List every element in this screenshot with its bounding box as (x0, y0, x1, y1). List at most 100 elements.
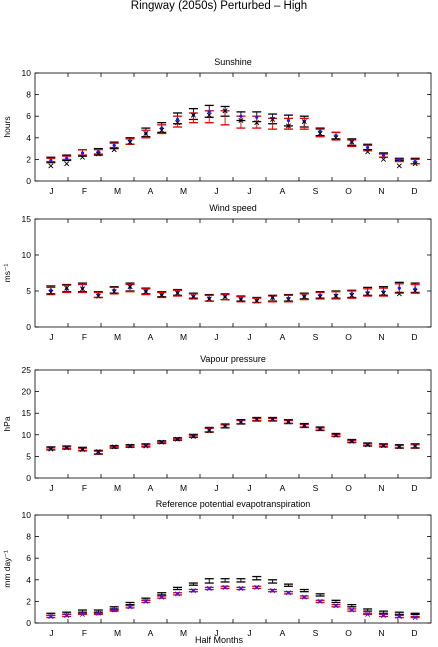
y-tick-label: 8 (26, 90, 31, 100)
y-tick-label: 5 (26, 286, 31, 296)
x-tick-label: N (378, 186, 384, 196)
data-cross (175, 120, 181, 126)
chart-panel-2: Wind speed ms⁻¹ 0 5 10 15 J F M A M J J A S O N D (2, 203, 432, 342)
data-point (286, 118, 291, 123)
data-point (65, 287, 69, 291)
x-tick-label: N (378, 332, 384, 342)
series-red-errorbar (46, 585, 420, 619)
data-cross (48, 614, 54, 620)
plot-frame (34, 72, 432, 182)
data-cross (64, 161, 70, 167)
data-cross (190, 588, 196, 594)
data-cross (95, 293, 101, 299)
x-tick-label: O (345, 483, 352, 493)
y-tick-label: 10 (22, 510, 32, 520)
x-tick-label: J (214, 332, 218, 342)
data-point (175, 290, 180, 295)
y-tick-label: 6 (26, 111, 31, 121)
data-cross (206, 427, 212, 433)
series-black-errorbar (46, 104, 420, 165)
x-axis-label: Half Months (195, 635, 244, 645)
data-cross (111, 444, 117, 450)
data-cross (349, 438, 355, 444)
data-cross (127, 139, 133, 145)
data-cross (317, 598, 323, 604)
y-axis-label: ms⁻¹ (2, 264, 12, 283)
data-cross (222, 584, 228, 590)
x-tick-label: J (49, 483, 53, 493)
series-blue-point (49, 285, 417, 302)
data-cross (333, 603, 339, 609)
data-cross (206, 112, 212, 118)
panel-title: Wind speed (209, 203, 257, 213)
y-tick-label: 2 (26, 596, 31, 606)
data-cross (380, 612, 386, 618)
data-point (112, 143, 116, 147)
y-tick-label: 2 (26, 154, 31, 164)
data-cross (396, 163, 402, 169)
x-tick-label: J (49, 628, 53, 638)
data-cross (317, 426, 323, 432)
data-point (302, 294, 306, 298)
series-red-errorbar (46, 110, 420, 165)
plot-frame (34, 369, 432, 479)
data-cross (95, 610, 101, 616)
data-point (49, 158, 53, 163)
data-point (144, 289, 148, 293)
data-cross (80, 286, 86, 292)
x-tick-label: O (345, 332, 352, 342)
data-cross (380, 156, 386, 162)
data-cross (270, 588, 276, 594)
data-cross (48, 446, 54, 452)
data-cross (349, 607, 355, 613)
data-cross (285, 419, 291, 425)
data-cross (254, 584, 260, 590)
y-tick-label: 4 (26, 575, 31, 585)
data-cross (190, 294, 196, 300)
x-tick-label: S (313, 628, 319, 638)
x-tick-label: D (411, 628, 417, 638)
y-tick-label: 15 (22, 408, 32, 418)
data-cross (222, 108, 228, 114)
x-tick-label: A (280, 186, 286, 196)
x-tick-label: M (180, 186, 187, 196)
data-cross (365, 149, 371, 155)
x-tick-label: A (280, 332, 286, 342)
data-cross (143, 443, 149, 449)
series-black-errorbar (46, 416, 420, 455)
y-tick-label: 15 (22, 214, 32, 224)
data-point (65, 156, 69, 160)
data-cross (238, 585, 244, 591)
data-cross (222, 294, 228, 300)
data-cross (238, 419, 244, 425)
y-tick-label: 0 (26, 473, 31, 483)
x-tick-label: A (148, 628, 154, 638)
x-tick-label: J (49, 332, 53, 342)
chart-panel-1: Sunshine hours 0 2 4 6 8 10 J F M A M J J A S O N D (2, 57, 432, 196)
data-cross (254, 416, 260, 422)
data-cross (365, 291, 371, 297)
data-cross (254, 120, 260, 126)
x-tick-label: M (114, 186, 121, 196)
x-tick-label: J (214, 186, 218, 196)
series-red-errorbar (46, 283, 420, 304)
data-cross (301, 294, 307, 300)
data-cross (80, 611, 86, 617)
y-tick-label: 0 (26, 322, 31, 332)
data-point (381, 153, 386, 157)
data-point (334, 293, 338, 297)
panel-title: Reference potential evapotranspiration (156, 499, 311, 509)
data-cross (48, 289, 54, 295)
x-tick-label: M (114, 332, 121, 342)
series-black-errorbar (46, 575, 420, 617)
data-cross (349, 292, 355, 298)
data-cross (143, 130, 149, 136)
plot-frame (34, 514, 432, 624)
series-blue-point (49, 417, 417, 455)
x-tick-label: A (280, 483, 286, 493)
data-point (160, 293, 164, 297)
data-point (207, 296, 211, 300)
x-tick-label: A (148, 332, 154, 342)
data-cross (175, 436, 181, 442)
